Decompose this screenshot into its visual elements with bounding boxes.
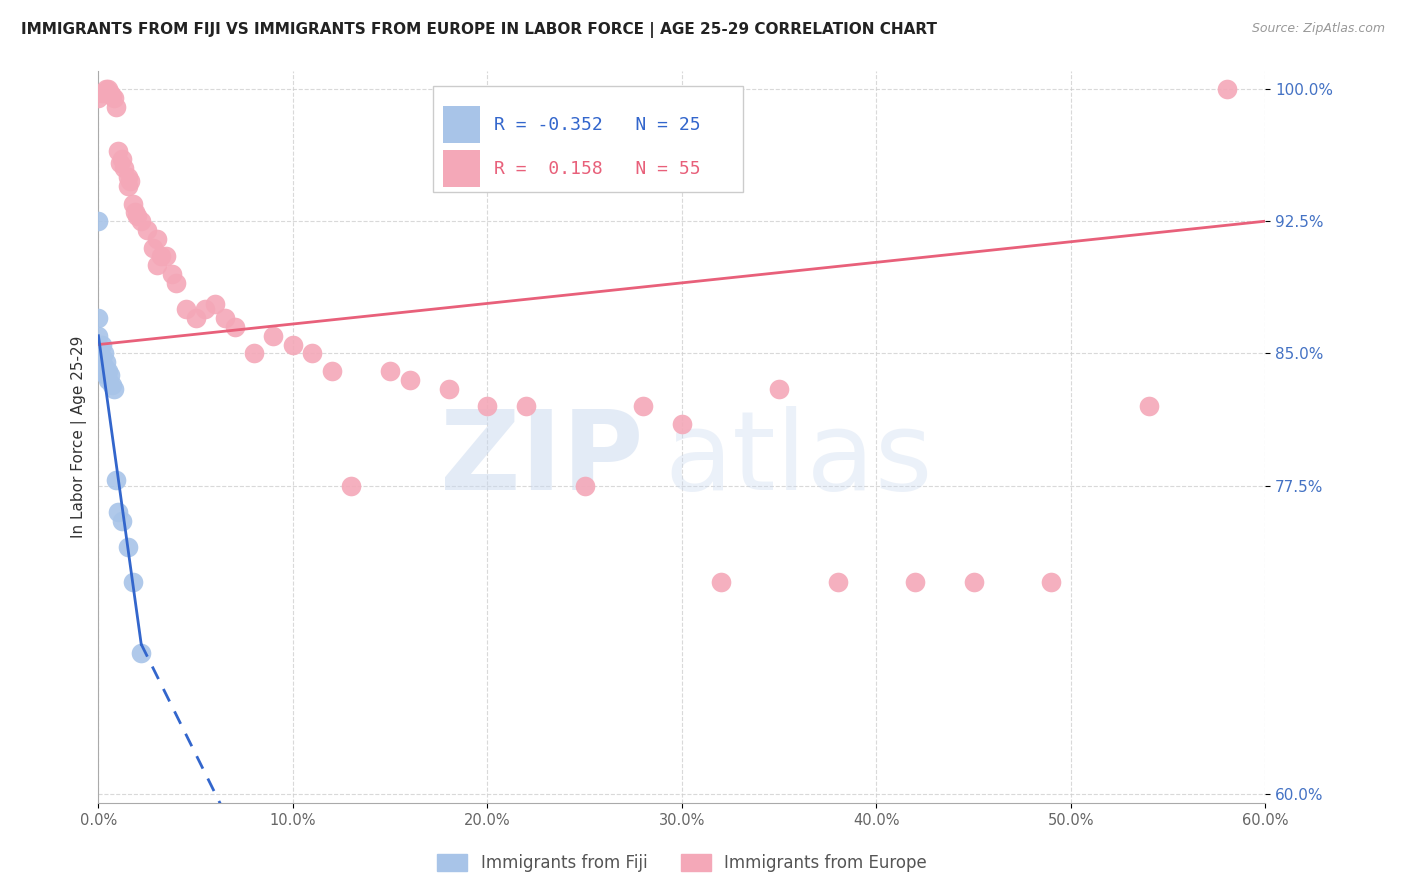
Point [136,223,159,237]
Point [142,241,165,255]
Point [194,302,217,317]
Point [118,174,141,188]
Point [710,575,733,590]
Point [127,209,149,223]
Legend: Immigrants from Fiji, Immigrants from Europe: Immigrants from Fiji, Immigrants from Eu… [430,847,934,879]
Point [155,249,177,263]
Point [98,86,121,100]
Point [107,144,129,158]
Point [101,378,124,392]
Text: R =  0.158   N = 55: R = 0.158 N = 55 [494,160,700,178]
Point [224,320,246,334]
Point [574,478,596,492]
Point [91,86,114,100]
Point [262,328,284,343]
Point [146,232,169,246]
Point [162,267,184,281]
Point [97,82,120,96]
Point [184,311,207,326]
Point [87,355,110,369]
FancyBboxPatch shape [433,86,742,192]
Point [96,82,118,96]
Point [149,249,172,263]
Point [122,575,145,590]
Point [91,337,114,351]
Point [93,346,115,360]
Point [129,646,152,660]
Point [117,540,139,554]
Y-axis label: In Labor Force | Age 25-29: In Labor Force | Age 25-29 [72,336,87,538]
Point [87,364,110,378]
Point [87,328,110,343]
Point [477,399,499,413]
Point [98,368,121,382]
Text: Source: ZipAtlas.com: Source: ZipAtlas.com [1251,22,1385,36]
Point [768,382,790,396]
Point [904,575,927,590]
Point [96,368,118,382]
Text: ZIP: ZIP [440,406,644,513]
Point [97,364,120,378]
Point [962,575,984,590]
Point [87,91,110,105]
Point [146,258,169,272]
Point [827,575,849,590]
Point [111,153,134,167]
FancyBboxPatch shape [443,151,479,187]
Point [214,311,236,326]
Text: R = -0.352   N = 25: R = -0.352 N = 25 [494,116,700,134]
Point [87,311,110,326]
Point [91,360,114,375]
Point [1040,575,1063,590]
Point [378,364,402,378]
Point [1215,82,1237,96]
Point [174,302,197,317]
Point [122,196,145,211]
Point [103,382,125,396]
Point [398,373,420,387]
Point [671,417,693,431]
Point [91,350,114,364]
Text: IMMIGRANTS FROM FIJI VS IMMIGRANTS FROM EUROPE IN LABOR FORCE | AGE 25-29 CORREL: IMMIGRANTS FROM FIJI VS IMMIGRANTS FROM … [21,22,936,38]
Point [340,478,363,492]
FancyBboxPatch shape [443,106,479,143]
Point [515,399,537,413]
Point [87,346,110,360]
Point [111,514,134,528]
Point [204,297,226,311]
Point [165,276,187,290]
Point [124,205,146,219]
Point [117,178,139,193]
Point [87,214,110,228]
Point [281,337,304,351]
Point [87,337,110,351]
Point [129,214,152,228]
Point [103,91,125,105]
Point [107,505,129,519]
Point [101,89,124,103]
Point [96,355,118,369]
Point [97,373,120,387]
Point [112,161,135,176]
Point [301,346,323,360]
Text: atlas: atlas [665,406,932,513]
Point [321,364,343,378]
Point [108,156,131,170]
Point [1137,399,1160,413]
Point [104,473,127,487]
Point [93,359,115,373]
Point [117,170,139,185]
Point [104,100,127,114]
Point [243,346,266,360]
Point [437,382,460,396]
Point [631,399,654,413]
